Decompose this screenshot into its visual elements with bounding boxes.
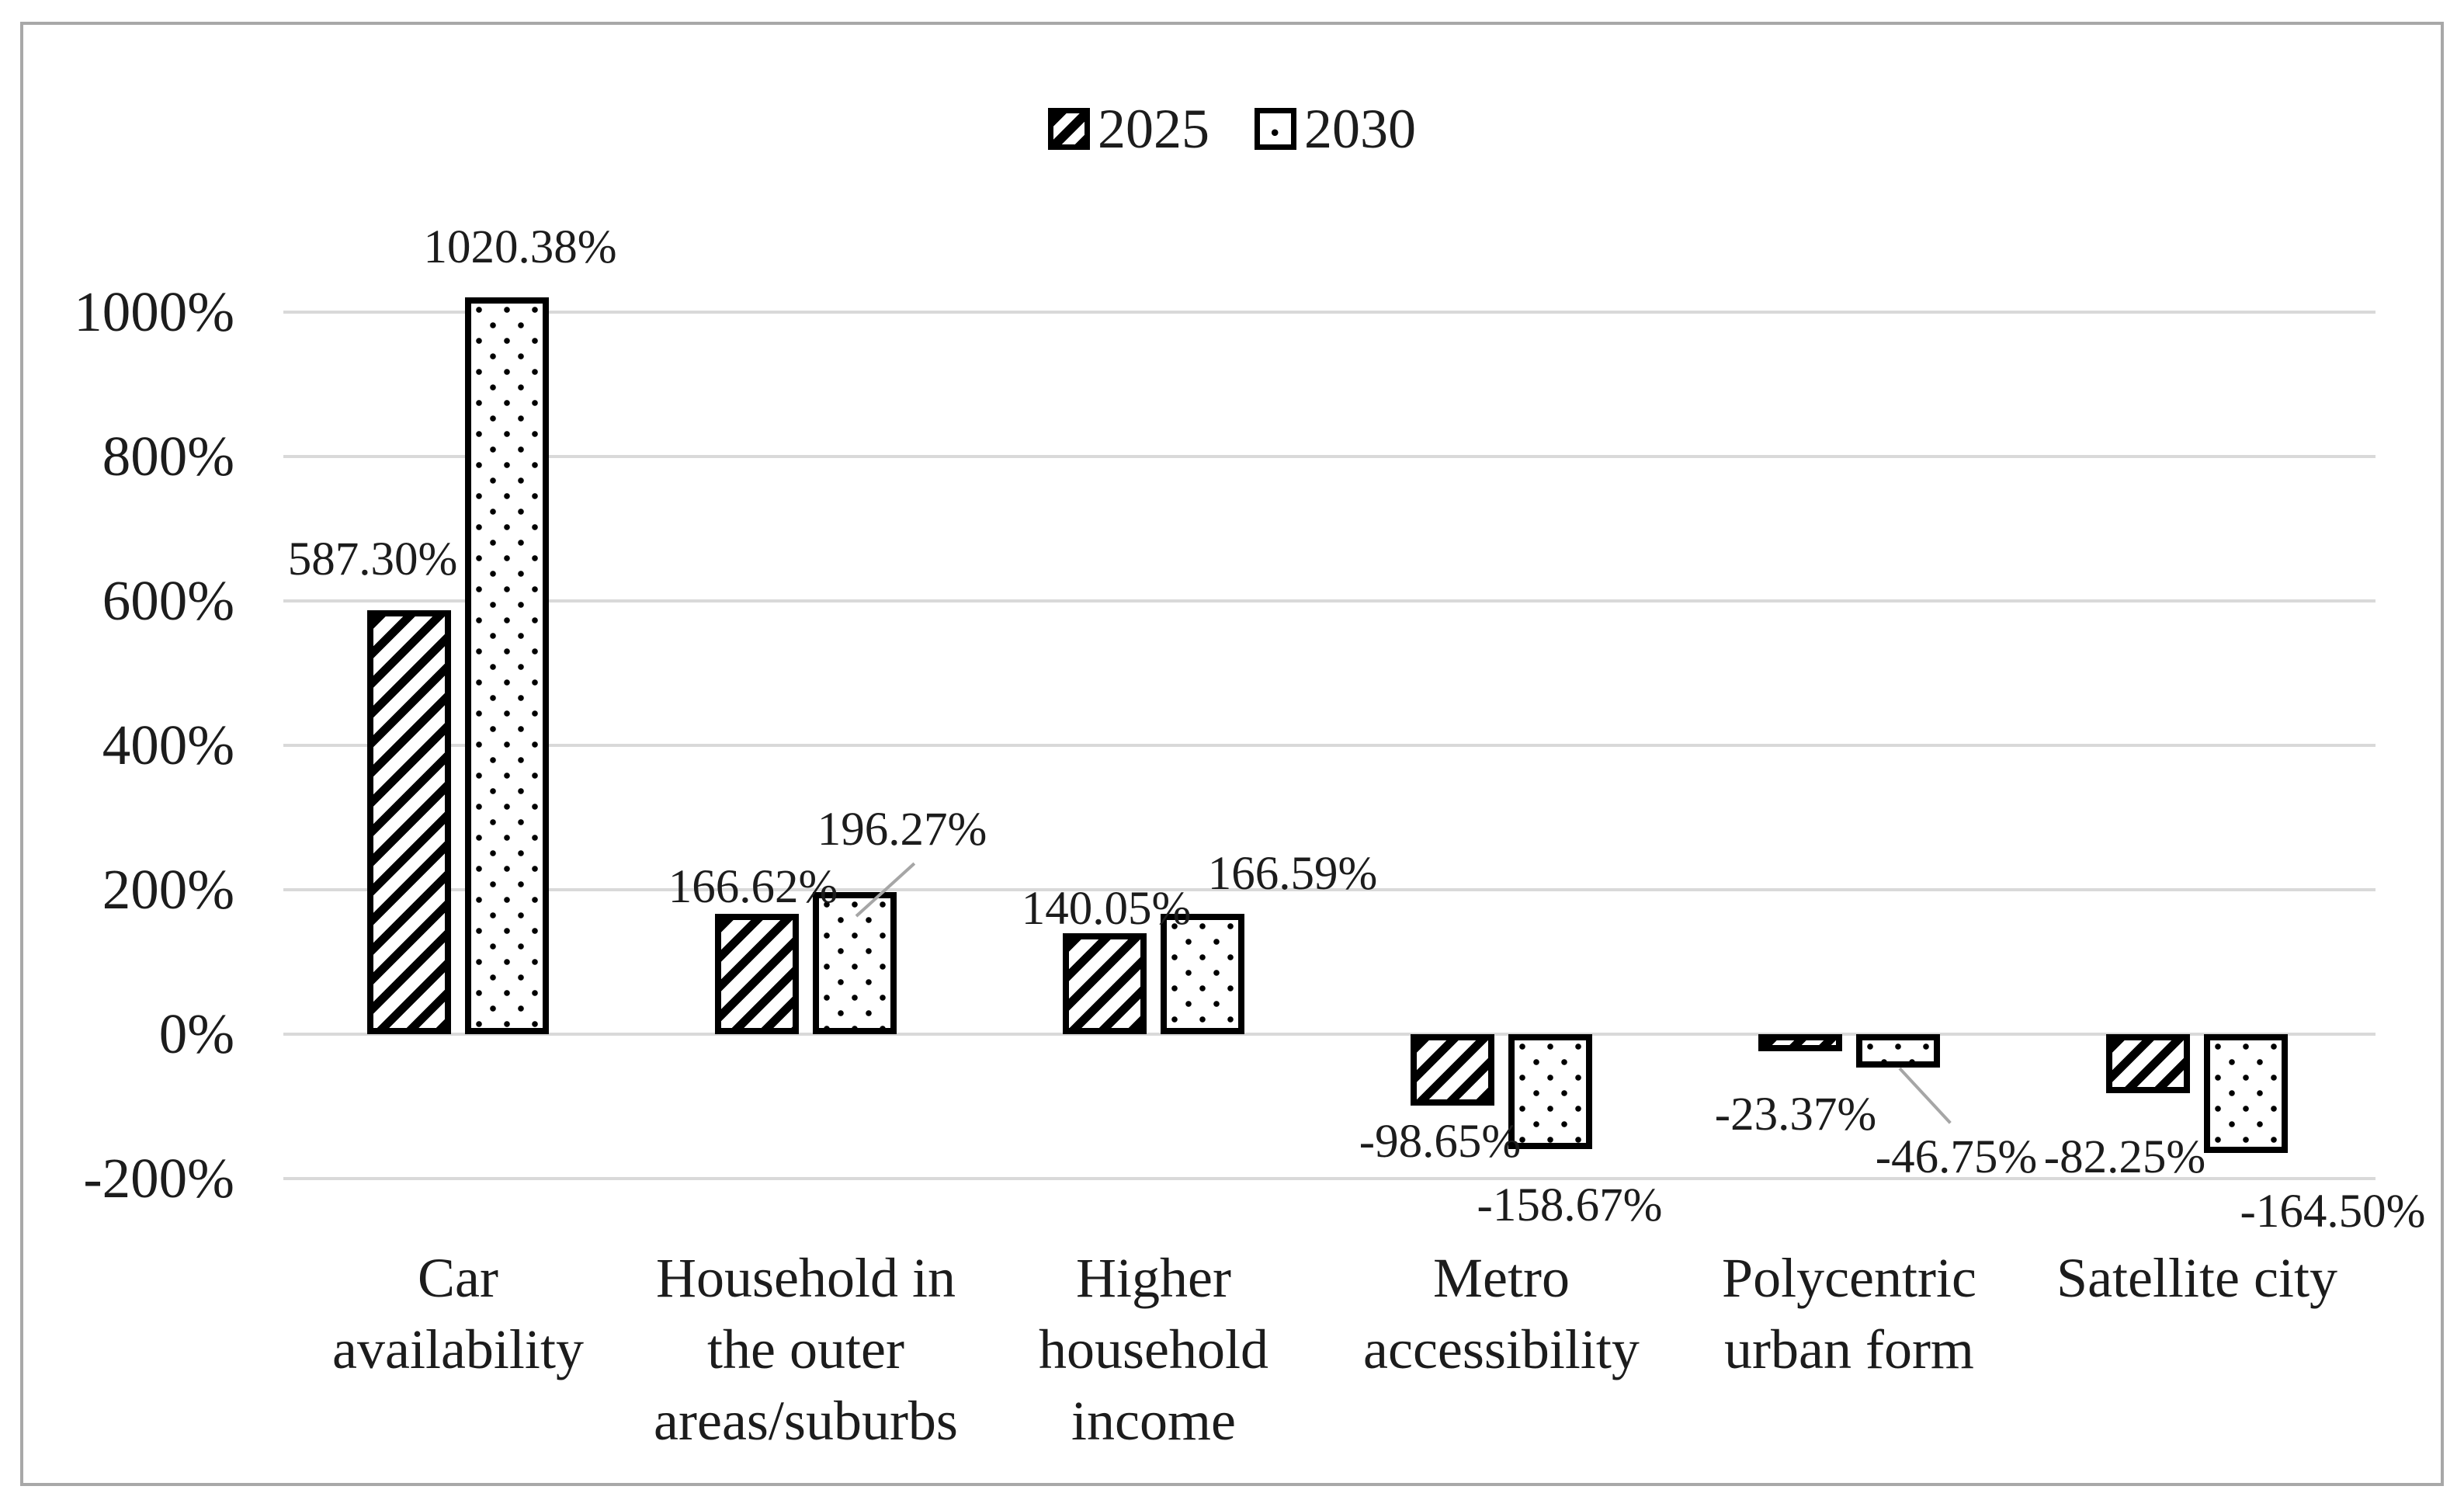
x-axis-label-household-outer-areas: Household in the outer areas/suburbs (654, 1247, 958, 1452)
data-label-2030-higher-household-income: 166.59% (1207, 848, 1378, 900)
data-label-2030-polycentric-urban-form: -46.75% (1875, 1131, 2038, 1183)
legend-item-2025: 2025 (1048, 98, 1209, 160)
data-label-2025-household-outer-areas: 166.62% (668, 861, 838, 913)
y-axis-tick-200%: 200% (102, 858, 234, 921)
bar-2030-satellite-city (2204, 1034, 2288, 1153)
legend-swatch-hatch-icon (1048, 108, 1090, 150)
y-axis-tick-800%: 800% (102, 425, 234, 488)
bar-2030-polycentric-urban-form (1856, 1034, 1940, 1068)
y-axis-tick-600%: 600% (102, 569, 234, 632)
gridline-200% (283, 888, 2376, 891)
legend-label-2030: 2030 (1304, 98, 1416, 160)
gridline-400% (283, 744, 2376, 747)
chart-legend: 2025 2030 (1048, 98, 1416, 160)
y-axis-tick-400%: 400% (102, 714, 234, 776)
bar-2025-car-availability (367, 609, 451, 1034)
bar-2025-higher-household-income (1063, 932, 1147, 1034)
data-label-2030-household-outer-areas: 196.27% (817, 804, 987, 856)
data-label-2025-polycentric-urban-form: -23.37% (1714, 1089, 1877, 1141)
gridline--200% (283, 1177, 2376, 1180)
y-axis-tick--200%: -200% (83, 1147, 234, 1210)
bar-2025-household-outer-areas (715, 914, 799, 1034)
gridline-600% (283, 599, 2376, 602)
chart-outer-border (20, 22, 2444, 1486)
data-label-2030-car-availability: 1020.38% (423, 221, 617, 273)
x-axis-label-car-availability: Car availability (332, 1247, 584, 1380)
gridline-1000% (283, 311, 2376, 314)
x-axis-label-metro-accessibility: Metro accessibility (1363, 1247, 1640, 1380)
bar-2025-polycentric-urban-form (1758, 1034, 1842, 1051)
bar-2025-metro-accessibility (1411, 1034, 1494, 1106)
x-axis-label-higher-household-income: Higher household income (1039, 1247, 1268, 1452)
data-label-2025-metro-accessibility: -98.65% (1359, 1116, 1522, 1168)
x-axis-label-satellite-city: Satellite city (2056, 1247, 2337, 1309)
bar-2030-metro-accessibility (1508, 1034, 1592, 1149)
data-label-2030-metro-accessibility: -158.67% (1477, 1179, 1663, 1231)
bar-2025-satellite-city (2106, 1034, 2190, 1094)
data-label-2025-satellite-city: -82.25% (2043, 1131, 2206, 1183)
data-label-2030-satellite-city: -164.50% (2240, 1186, 2426, 1238)
gridline-0% (283, 1033, 2376, 1036)
data-label-2025-higher-household-income: 140.05% (1021, 883, 1192, 935)
x-axis-label-polycentric-urban-form: Polycentric urban form (1722, 1247, 1976, 1380)
gridline-800% (283, 455, 2376, 458)
y-axis-tick-1000%: 1000% (74, 280, 234, 343)
bar-2030-car-availability (465, 297, 549, 1034)
bar-2030-higher-household-income (1161, 914, 1244, 1034)
legend-swatch-dots-icon (1255, 108, 1296, 150)
legend-item-2030: 2030 (1255, 98, 1416, 160)
legend-label-2025: 2025 (1098, 98, 1209, 160)
y-axis-tick-0%: 0% (158, 1002, 234, 1065)
data-label-2025-car-availability: 587.30% (287, 533, 458, 585)
bar-2030-household-outer-areas (813, 892, 897, 1034)
